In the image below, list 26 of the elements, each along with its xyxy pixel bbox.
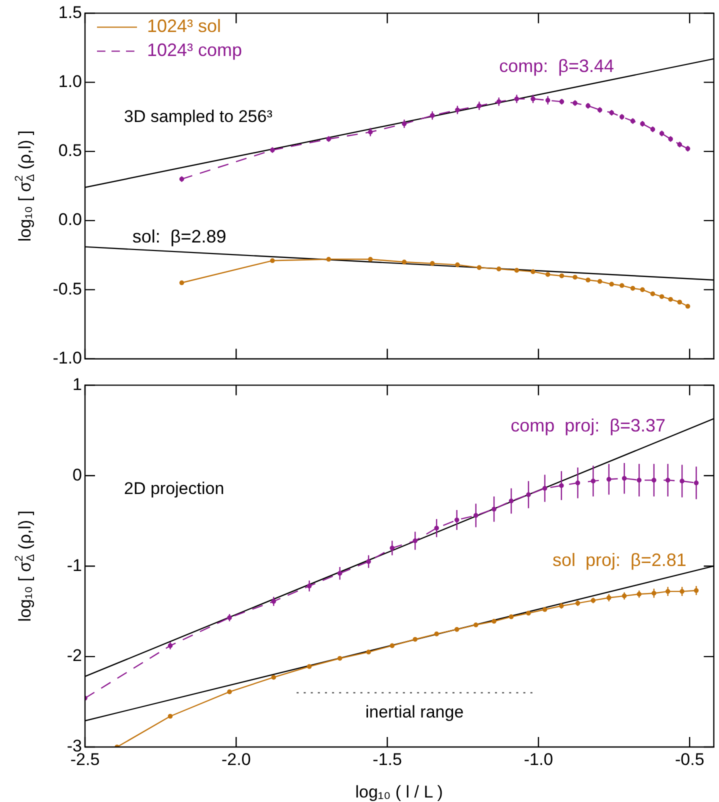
x-tick-label: -2.0 <box>222 750 251 769</box>
legend-label: 1024³ sol <box>147 16 222 36</box>
y-tick-label: -1 <box>66 556 82 575</box>
y-tick-label: -0.5 <box>52 279 82 298</box>
annotation: 2D projection <box>124 478 224 498</box>
x-tick-label: -1.0 <box>524 750 554 769</box>
y-tick-label: 1.0 <box>58 72 82 92</box>
annotation: inertial range <box>365 702 464 722</box>
series-label: sol: β=2.89 <box>132 226 226 246</box>
x-tick-label: -0.5 <box>674 750 704 769</box>
series-label: comp: β=3.44 <box>499 56 614 76</box>
legend-label: sol proj: β=2.81 <box>552 550 686 570</box>
y-tick-label: 0 <box>72 465 82 484</box>
annotation: 3D sampled to 256³ <box>124 106 273 126</box>
series-label: comp proj: β=3.37 <box>510 415 666 436</box>
x-axis-title: log₁₀ ( l / L ) <box>355 782 443 802</box>
y-tick-label: 0.0 <box>58 210 82 230</box>
y-tick-label: 0.5 <box>58 141 82 160</box>
legend-label: 1024³ comp <box>147 40 242 60</box>
y-tick-label: 1 <box>72 374 82 394</box>
y-tick-label: 1.5 <box>58 2 82 22</box>
y-tick-label: -2 <box>66 646 82 666</box>
y-axis-title: log₁₀ [ σΔ2 (ρ,l) ] <box>13 130 38 242</box>
y-tick-label: -1.0 <box>52 348 82 368</box>
y-axis-title: log₁₀ [ σΔ2 (ρ,l) ] <box>13 510 38 622</box>
x-tick-label: -1.5 <box>372 750 402 769</box>
